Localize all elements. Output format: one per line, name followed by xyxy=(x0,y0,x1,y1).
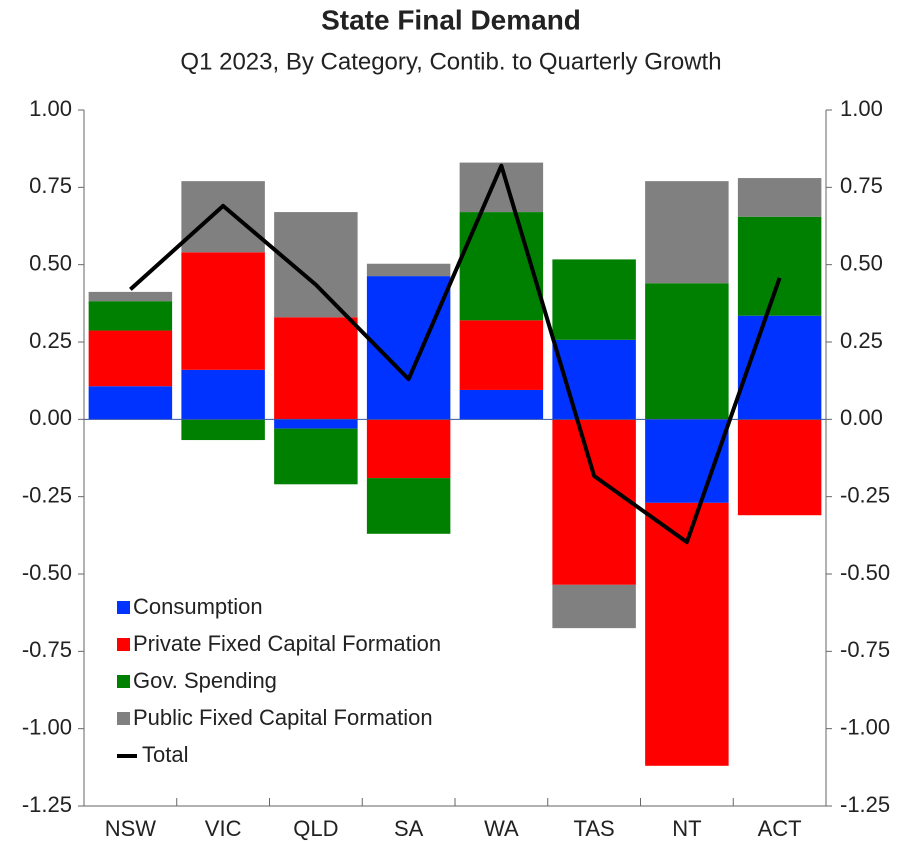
bar xyxy=(737,178,822,217)
bar xyxy=(181,181,265,253)
bar xyxy=(366,263,451,277)
legend-swatch xyxy=(117,675,130,688)
x-tick-label: QLD xyxy=(293,816,338,841)
y2-tick-label: -0.50 xyxy=(840,560,890,585)
legend-swatch xyxy=(117,712,130,725)
bar xyxy=(181,369,265,420)
bar xyxy=(88,386,173,420)
y-tick-label: -0.50 xyxy=(22,560,72,585)
bar xyxy=(274,212,358,318)
y-tick-label: 0.00 xyxy=(29,405,72,430)
x-tick-label: NT xyxy=(672,816,701,841)
bar xyxy=(459,320,544,390)
x-tick-label: WA xyxy=(484,816,519,841)
x-tick-label: ACT xyxy=(758,816,802,841)
y-tick-label: -0.25 xyxy=(22,482,72,507)
legend-label: Gov. Spending xyxy=(133,668,277,693)
bar xyxy=(737,216,822,316)
bar xyxy=(645,181,729,284)
bar xyxy=(737,419,822,516)
bar xyxy=(274,317,358,420)
total-line xyxy=(129,163,782,545)
bar xyxy=(366,276,451,420)
bar xyxy=(88,301,173,331)
bar xyxy=(181,252,265,370)
x-tick-label: SA xyxy=(394,816,424,841)
bar xyxy=(88,291,173,302)
bar xyxy=(645,502,729,766)
y2-tick-label: -1.00 xyxy=(840,714,890,739)
y-tick-label: -1.25 xyxy=(22,792,72,817)
bar xyxy=(459,389,544,420)
chart-title: State Final Demand xyxy=(321,4,581,35)
y2-tick-label: 0.50 xyxy=(840,250,883,275)
x-tick-label: NSW xyxy=(105,816,157,841)
x-tick-label: TAS xyxy=(574,816,615,841)
y-tick-label: 0.50 xyxy=(29,250,72,275)
legend-swatch xyxy=(117,601,130,614)
y2-tick-label: 1.00 xyxy=(840,96,883,121)
legend-label: Total xyxy=(142,742,188,767)
y2-tick-label: 0.00 xyxy=(840,405,883,430)
y-tick-label: 0.25 xyxy=(29,328,72,353)
y2-tick-label: -0.25 xyxy=(840,482,890,507)
bar xyxy=(552,259,636,340)
y-tick-label: 1.00 xyxy=(29,96,72,121)
legend-label: Private Fixed Capital Formation xyxy=(133,631,441,656)
bar xyxy=(88,330,173,387)
x-tick-label: VIC xyxy=(205,816,242,841)
y2-tick-label: -1.25 xyxy=(840,792,890,817)
legend-swatch xyxy=(117,638,130,651)
bar xyxy=(737,315,822,420)
y2-tick-label: 0.75 xyxy=(840,173,883,198)
bar xyxy=(645,283,729,420)
bar xyxy=(552,584,636,629)
bar xyxy=(274,419,358,429)
bar xyxy=(552,419,636,585)
bar xyxy=(274,428,358,485)
bar xyxy=(366,419,451,479)
y2-tick-label: -0.75 xyxy=(840,637,890,662)
legend-label: Consumption xyxy=(133,594,263,619)
legend-label: Public Fixed Capital Formation xyxy=(133,705,433,730)
y-tick-label: 0.75 xyxy=(29,173,72,198)
y2-tick-label: 0.25 xyxy=(840,328,883,353)
bar xyxy=(181,419,265,441)
bar xyxy=(366,478,451,534)
y-tick-label: -1.00 xyxy=(22,714,72,739)
chart-subtitle: Q1 2023, By Category, Contib. to Quarter… xyxy=(180,48,721,75)
y-tick-label: -0.75 xyxy=(22,637,72,662)
